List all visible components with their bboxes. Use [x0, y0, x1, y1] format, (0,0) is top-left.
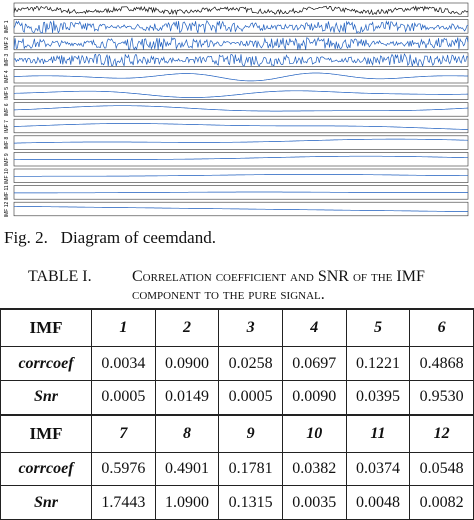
table-row: IMF 7 8 9 10 11 12 — [0, 413, 474, 454]
table-cell: 0.0048 — [345, 485, 411, 520]
imf-figure: IMF 1 IMF 2 IMF 3 IMF 4 IMF 5 IMF 6 IMF 7 IMF 8… — [4, 2, 469, 218]
table-cell: 0.1781 — [218, 452, 283, 487]
table-cell: 9 — [218, 413, 283, 454]
panel-frame — [13, 118, 469, 134]
table-cell: 0.0258 — [218, 346, 283, 381]
figure-caption: Fig. 2. Diagram of ceemdand. — [4, 228, 216, 247]
table-cell: 0.0697 — [281, 346, 347, 381]
panel-label: IMF 2 — [4, 37, 10, 50]
waveform — [14, 123, 468, 130]
panel-label: IMF 7 — [4, 120, 10, 133]
waveform — [14, 155, 468, 161]
table-cell: 0.4868 — [409, 346, 474, 381]
table-cell: 0.9530 — [409, 379, 474, 416]
table-cell: 2 — [154, 308, 220, 348]
panel-label: IMF 9 — [4, 153, 10, 166]
panel-frame — [13, 201, 469, 217]
table-cell: 11 — [345, 413, 411, 454]
panel-frame — [13, 168, 469, 183]
table-cell: 0.0374 — [345, 452, 411, 487]
table-cell: 6 — [409, 308, 474, 348]
table-cell: 0.0395 — [345, 379, 411, 416]
panel-frame — [13, 152, 469, 167]
table-cell: 0.0090 — [281, 379, 347, 416]
table-cell: 0.0034 — [91, 346, 156, 381]
table-cell: 3 — [218, 308, 283, 348]
table-cell: Snr — [0, 485, 92, 520]
table-row: Snr 0.0005 0.0149 0.0005 0.0090 0.0395 0.9530 — [0, 379, 474, 416]
table-cell: corrcoef — [0, 452, 92, 487]
panel-frame — [13, 85, 469, 100]
table-row: Snr 1.7443 1.0900 0.1315 0.0035 0.0048 0.0082 — [0, 485, 474, 520]
table-cell: 0.4901 — [154, 452, 220, 487]
panel-frame — [13, 35, 469, 51]
table-cell: IMF — [0, 308, 92, 348]
table-cell: 4 — [281, 308, 347, 348]
table-cell: 0.0082 — [409, 485, 474, 520]
table-cell: 7 — [91, 413, 156, 454]
table-cell: 10 — [281, 413, 347, 454]
waveform — [13, 36, 469, 51]
waveform — [13, 53, 469, 68]
table-cell: 0.1221 — [345, 346, 411, 381]
waveform — [13, 20, 469, 35]
table-cell: 5 — [345, 308, 411, 348]
waveform — [14, 191, 468, 194]
table-label: TABLE I. — [28, 268, 92, 285]
panel-frame — [13, 135, 469, 150]
table-cell: 1.0900 — [154, 485, 220, 520]
panel-label: IMF 12 — [4, 202, 10, 218]
panel-label: IMF 3 — [4, 53, 10, 66]
panel-label: IMF 8 — [4, 136, 10, 149]
waveform — [14, 105, 469, 112]
table-cell: 1.7443 — [91, 485, 156, 520]
waveform — [13, 5, 469, 16]
table-cell: 0.0005 — [218, 379, 283, 416]
panel-label: IMF 4 — [4, 70, 10, 83]
table-cell: 0.1315 — [218, 485, 283, 520]
panel-frame — [13, 2, 469, 17]
table-cell: 8 — [154, 413, 220, 454]
table-row: IMF 1 2 3 4 5 6 — [0, 308, 474, 348]
table-cell: 0.0149 — [154, 379, 220, 416]
table-row: corrcoef 0.0034 0.0900 0.0258 0.0697 0.1221 0.… — [0, 346, 474, 381]
panel-frame — [13, 102, 469, 117]
table-cell: 1 — [91, 308, 156, 348]
table-cell: 0.0900 — [154, 346, 220, 381]
table-caption: Correlation coefficient and SNR of the I… — [132, 268, 425, 303]
waveform — [14, 174, 468, 177]
panel-frame — [13, 19, 469, 34]
table-cell: 0.0548 — [409, 452, 474, 487]
table-cell: 0.0035 — [281, 485, 347, 520]
panel-label: IMF 5 — [4, 87, 10, 100]
table-cell: Snr — [0, 379, 92, 416]
table-cell: corrcoef — [0, 346, 92, 381]
waveform — [14, 205, 468, 212]
panel-label: IMF 1 — [4, 20, 10, 33]
panel-label: IMF 10 — [4, 168, 10, 184]
table-row: corrcoef 0.5976 0.4901 0.1781 0.0382 0.0374 0.… — [0, 452, 474, 487]
panel-frame — [13, 69, 469, 84]
panel-label: IMF 11 — [4, 185, 10, 200]
waveform — [14, 138, 469, 144]
table-cell: 0.0005 — [91, 379, 156, 416]
waveform — [13, 72, 468, 82]
waveform — [14, 90, 468, 98]
table-cell: 12 — [409, 413, 474, 454]
panel-label: IMF 6 — [4, 103, 10, 116]
table-cell: IMF — [0, 413, 92, 454]
table-cell: 0.5976 — [91, 452, 156, 487]
results-table: IMF 1 2 3 4 5 6 corrcoef 0.0034 0.0900 0.0258 0.069… — [0, 308, 474, 520]
table-cell: 0.0382 — [281, 452, 347, 487]
